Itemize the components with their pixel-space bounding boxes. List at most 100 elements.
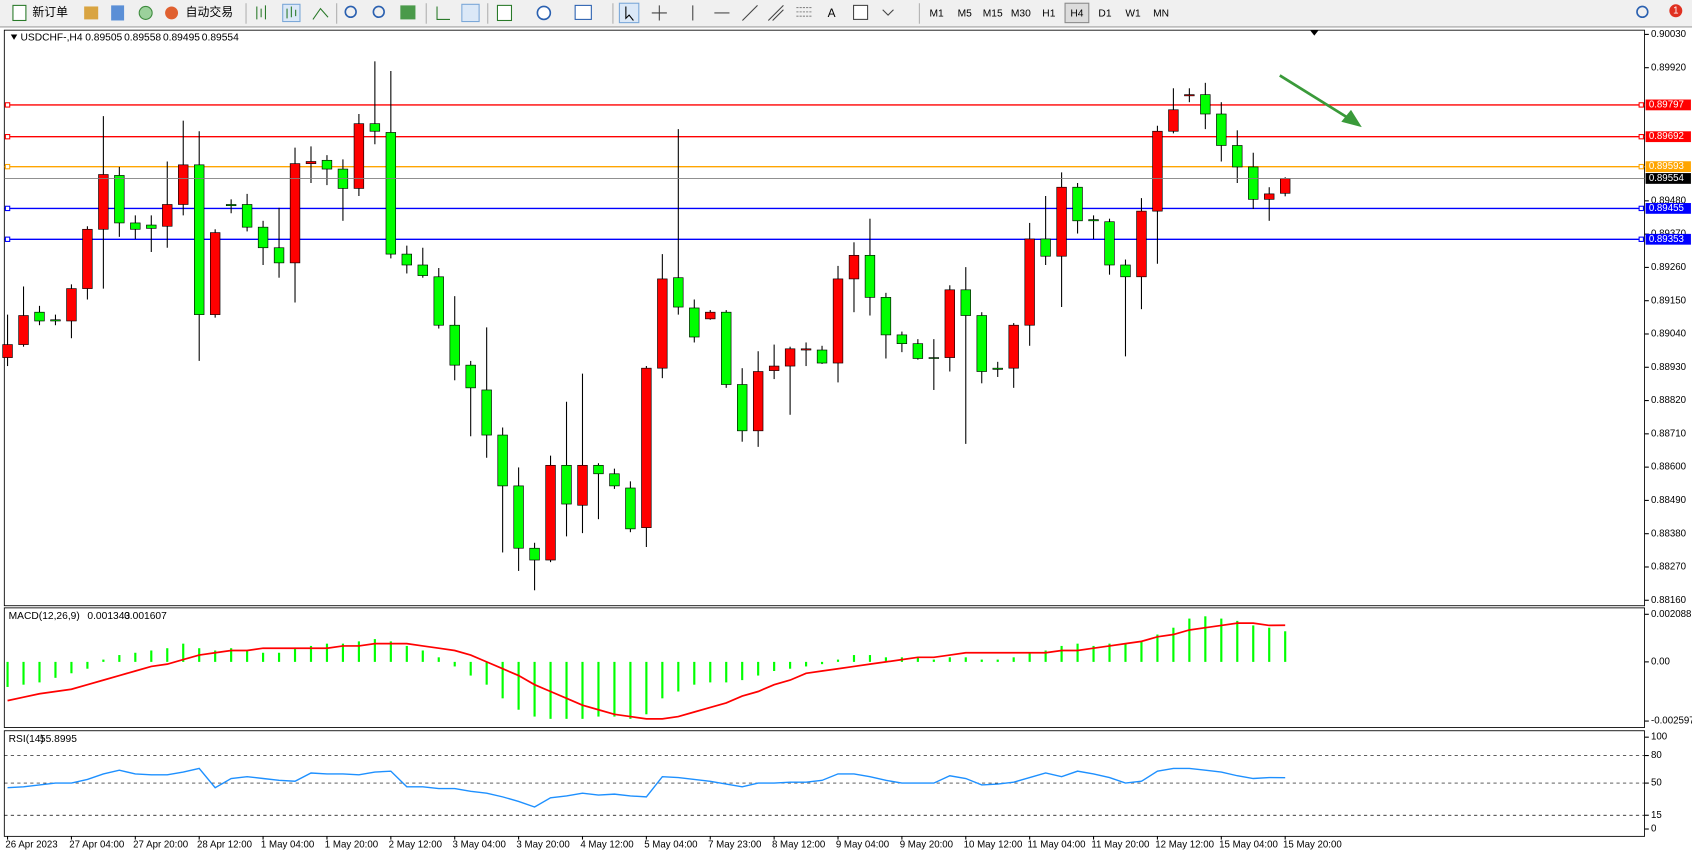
label-button[interactable] bbox=[853, 4, 869, 20]
text-tool[interactable]: A bbox=[828, 6, 836, 20]
timeframe-button[interactable]: M30 bbox=[1011, 9, 1031, 20]
candle-body bbox=[209, 232, 221, 315]
macd-bar bbox=[134, 652, 137, 662]
macd-bar bbox=[421, 650, 424, 662]
candle-body bbox=[673, 277, 684, 308]
macd-bar bbox=[613, 661, 616, 717]
header-close: 0.89554 bbox=[202, 32, 239, 43]
bar-chart-button[interactable] bbox=[256, 5, 266, 20]
candle-body bbox=[130, 222, 141, 230]
macd-bar bbox=[725, 661, 728, 683]
candle-body bbox=[976, 315, 987, 372]
zoom-out-button[interactable] bbox=[372, 5, 385, 19]
x-tick-label: 3 May 20:00 bbox=[516, 840, 570, 851]
y-tick-label: 0.88710 bbox=[1651, 428, 1687, 439]
macd-bar bbox=[150, 650, 153, 662]
price-tag bbox=[1645, 131, 1691, 143]
timeframe-button[interactable]: D1 bbox=[1098, 9, 1111, 20]
templates-button[interactable] bbox=[574, 4, 592, 20]
x-tick-label: 26 Apr 2023 bbox=[5, 840, 57, 851]
y-tick-label: 0.89920 bbox=[1651, 62, 1687, 73]
new-order-button[interactable]: 新订单 bbox=[32, 5, 68, 19]
timeframe-button[interactable]: MN bbox=[1153, 9, 1169, 20]
macd-bar bbox=[884, 657, 888, 662]
timeframe-button[interactable]: W1 bbox=[1125, 9, 1141, 20]
macd-bar bbox=[757, 661, 760, 676]
rsi-panel bbox=[3, 730, 1645, 837]
auto-trading-button[interactable]: 自动交易 bbox=[186, 5, 233, 19]
indicators-button[interactable] bbox=[496, 4, 513, 22]
x-tick-label: 7 May 23:00 bbox=[708, 840, 762, 851]
level-handle bbox=[1638, 102, 1644, 108]
y-tick-label: 15 bbox=[1651, 810, 1662, 821]
autoscroll-button[interactable] bbox=[436, 6, 450, 20]
candle-body bbox=[1040, 238, 1051, 257]
macd-bar bbox=[1268, 627, 1271, 662]
level-handle bbox=[4, 236, 11, 242]
macd-bar bbox=[1044, 650, 1047, 662]
search-button[interactable] bbox=[1636, 5, 1649, 19]
macd-bar bbox=[1060, 645, 1063, 662]
header-low: 0.89495 bbox=[163, 32, 200, 43]
macd-signal-line bbox=[7, 622, 1286, 720]
chart-shift-button[interactable] bbox=[461, 3, 480, 23]
notification-badge[interactable] bbox=[1669, 4, 1683, 18]
fibo-button[interactable] bbox=[796, 7, 812, 17]
channel-button[interactable] bbox=[767, 5, 784, 21]
candle-body bbox=[497, 434, 508, 487]
macd-bar bbox=[182, 643, 185, 662]
cursor-button[interactable] bbox=[618, 2, 640, 24]
price-tag bbox=[1645, 161, 1691, 173]
candle-body bbox=[577, 464, 588, 506]
zoom-in-button[interactable] bbox=[344, 5, 357, 19]
candle-body bbox=[960, 289, 971, 316]
candle-body bbox=[816, 349, 828, 364]
candle-body bbox=[1152, 130, 1163, 212]
macd-bar bbox=[709, 661, 712, 683]
timeframe-button[interactable]: M1 bbox=[930, 9, 945, 20]
crosshair-button[interactable] bbox=[651, 5, 667, 21]
macd-signal-value: 0.001607 bbox=[124, 611, 167, 622]
x-tick-label: 27 Apr 04:00 bbox=[69, 840, 125, 851]
macd-bar bbox=[357, 641, 360, 662]
macd-bar bbox=[661, 661, 664, 699]
icon[interactable] bbox=[111, 5, 125, 21]
line-chart-button[interactable] bbox=[312, 7, 329, 20]
price-tag bbox=[1645, 99, 1691, 111]
macd-bar bbox=[1012, 657, 1015, 662]
macd-bar bbox=[533, 661, 536, 717]
y-tick-label: -0.002597 bbox=[1651, 716, 1692, 727]
candle-body bbox=[593, 464, 604, 475]
y-tick-label: 0.88930 bbox=[1651, 362, 1687, 373]
macd-bar bbox=[230, 648, 233, 662]
tile-button[interactable] bbox=[400, 5, 416, 20]
new-order-icon[interactable] bbox=[12, 4, 27, 22]
symbol-menu-icon[interactable] bbox=[10, 34, 18, 40]
periods-button[interactable] bbox=[536, 5, 552, 21]
timeframe-button[interactable]: H1 bbox=[1042, 9, 1055, 20]
candle-body bbox=[545, 464, 556, 561]
level-handle bbox=[1638, 163, 1644, 170]
candle-body bbox=[625, 487, 636, 530]
timeframe-button[interactable]: M5 bbox=[958, 9, 973, 20]
header-high: 0.89558 bbox=[124, 32, 161, 43]
candle-body bbox=[1216, 113, 1227, 146]
trendline-button[interactable] bbox=[742, 5, 758, 21]
auto-trading-icon[interactable] bbox=[165, 6, 179, 20]
y-tick-label: 0.88270 bbox=[1651, 562, 1687, 573]
level-handle bbox=[1638, 205, 1644, 212]
candle-body bbox=[864, 254, 876, 298]
timeframe-button[interactable]: M15 bbox=[983, 9, 1003, 20]
level-handle bbox=[4, 163, 11, 170]
icon[interactable] bbox=[84, 6, 99, 20]
candle-body bbox=[1280, 178, 1291, 194]
icon[interactable] bbox=[138, 5, 153, 20]
timeframe-button[interactable]: H4 bbox=[1070, 9, 1083, 20]
candle-body bbox=[321, 159, 333, 170]
candle-body bbox=[1264, 193, 1275, 200]
candle-body bbox=[944, 289, 955, 358]
candle-body bbox=[768, 365, 780, 371]
macd-bar bbox=[453, 661, 456, 667]
candle-body bbox=[18, 315, 29, 345]
arrows-button[interactable] bbox=[882, 9, 894, 16]
